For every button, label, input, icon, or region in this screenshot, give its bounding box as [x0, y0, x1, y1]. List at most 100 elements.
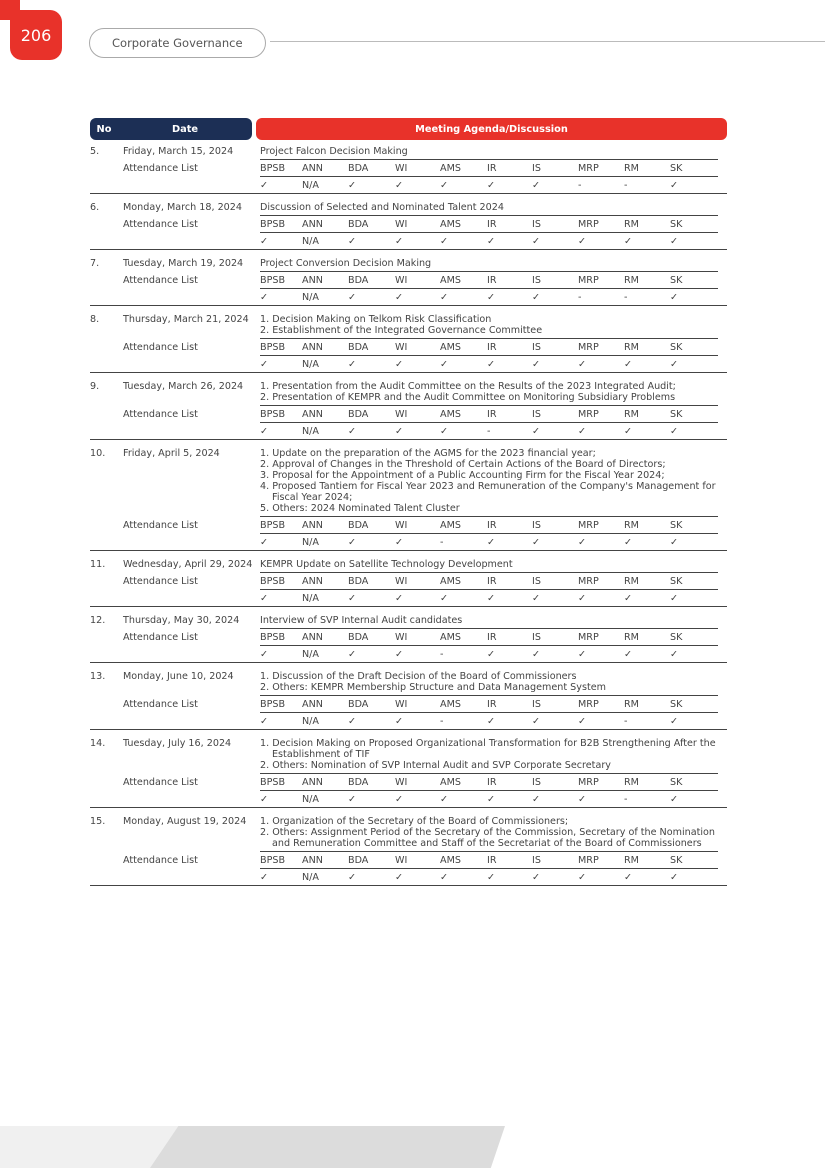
meeting-row: 14. Tuesday, July 16, 2024 1. Decision Mak…: [90, 736, 727, 808]
member-code: IR: [487, 576, 497, 587]
meeting-table: No Date Meeting Agenda/Discussion 5. Frid…: [90, 118, 727, 892]
attendance-mark: ✓: [670, 426, 679, 437]
attendance-label: Attendance List: [123, 576, 198, 587]
member-code: MRP: [578, 777, 599, 788]
attendance-mark: ✓: [670, 180, 679, 191]
agenda-item: 2. Presentation of KEMPR and the Audit C…: [260, 392, 676, 403]
member-code: IS: [532, 409, 541, 420]
attendance-mark: ✓: [487, 292, 496, 303]
member-code: ANN: [302, 632, 323, 643]
agenda-item: 5. Others: 2024 Nominated Talent Cluster: [260, 503, 460, 514]
attendance-mark: ✓: [440, 236, 449, 247]
member-code: IR: [487, 275, 497, 286]
meeting-date: Tuesday, July 16, 2024: [123, 738, 232, 749]
member-code: RM: [624, 219, 639, 230]
member-code: MRP: [578, 163, 599, 174]
member-code: AMS: [440, 163, 461, 174]
attendance-mark: -: [624, 716, 628, 727]
meeting-row: 8. Thursday, March 21, 2024 1. Decision Ma…: [90, 312, 727, 373]
agenda-row: 14. Tuesday, July 16, 2024 1. Decision Mak…: [90, 736, 727, 774]
member-code: BDA: [348, 342, 369, 353]
marks-row: ✓ N/A ✓ ✓ ✓ ✓ ✓ ✓ ✓ ✓: [260, 869, 718, 885]
member-code: RM: [624, 855, 639, 866]
attendance-label: Attendance List: [123, 409, 198, 420]
attendance-mark: ✓: [348, 794, 357, 805]
agenda: 1. Organization of the Secretary of the …: [260, 814, 718, 852]
spacer: [90, 339, 123, 372]
agenda-item: 1. Organization of the Secretary of the …: [260, 816, 569, 827]
attendance: BPSB ANN BDA WI AMS IR IS MRP RM SK ✓ N/A ✓ ✓ ✓ - ✓ ✓ ✓ ✓: [260, 406, 718, 439]
attendance-mark: ✓: [532, 716, 541, 727]
attendance: BPSB ANN BDA WI AMS IR IS MRP RM SK ✓ N/A ✓ ✓ ✓ ✓ ✓ ✓ ✓ ✓: [260, 573, 718, 606]
agenda-item: 2. Others: Assignment Period of the Secr…: [260, 827, 715, 849]
member-code: WI: [395, 163, 408, 174]
attendance-mark: N/A: [302, 236, 319, 247]
row-number: 5.: [90, 146, 100, 157]
member-code: ANN: [302, 163, 323, 174]
agenda-item: Project Falcon Decision Making: [260, 146, 408, 157]
member-code: MRP: [578, 632, 599, 643]
member-code: BPSB: [260, 409, 286, 420]
table-header: No Date Meeting Agenda/Discussion: [90, 118, 727, 140]
attendance: BPSB ANN BDA WI AMS IR IS MRP RM SK ✓ N/A ✓ ✓ ✓ ✓ ✓ ✓ ✓ ✓: [260, 339, 718, 372]
attendance-mark: ✓: [578, 794, 587, 805]
attendance-mark: ✓: [578, 426, 587, 437]
row-number: 13.: [90, 671, 106, 682]
member-code: AMS: [440, 275, 461, 286]
attendance-mark: ✓: [624, 537, 633, 548]
attendance-mark: ✓: [578, 236, 587, 247]
agenda-item: 1. Discussion of the Draft Decision of t…: [260, 671, 577, 682]
member-code: MRP: [578, 275, 599, 286]
member-code: BPSB: [260, 163, 286, 174]
members-row: BPSB ANN BDA WI AMS IR IS MRP RM SK: [260, 406, 718, 423]
attendance-mark: ✓: [578, 872, 587, 883]
member-code: RM: [624, 699, 639, 710]
meeting-date: Thursday, March 21, 2024: [123, 314, 249, 325]
member-code: WI: [395, 342, 408, 353]
marks-row: ✓ N/A ✓ ✓ ✓ ✓ ✓ - - ✓: [260, 177, 718, 193]
attendance-mark: ✓: [440, 426, 449, 437]
member-code: WI: [395, 699, 408, 710]
agenda: Project Falcon Decision Making: [260, 144, 718, 160]
member-code: IS: [532, 163, 541, 174]
member-code: MRP: [578, 855, 599, 866]
attendance-row: Attendance List BPSB ANN BDA WI AMS IR IS MRP RM S…: [90, 339, 727, 372]
meeting-date: Tuesday, March 26, 2024: [123, 381, 244, 392]
member-code: IS: [532, 855, 541, 866]
marks-row: ✓ N/A ✓ ✓ ✓ ✓ ✓ ✓ ✓ ✓: [260, 356, 718, 372]
attendance-label: Attendance List: [123, 632, 198, 643]
attendance-mark: ✓: [624, 426, 633, 437]
member-code: SK: [670, 219, 683, 230]
agenda: 1. Update on the preparation of the AGMS…: [260, 446, 718, 517]
attendance-mark: ✓: [532, 426, 541, 437]
marks-row: ✓ N/A ✓ ✓ - ✓ ✓ ✓ - ✓: [260, 713, 718, 729]
member-code: RM: [624, 342, 639, 353]
member-code: WI: [395, 520, 408, 531]
attendance-mark: ✓: [670, 649, 679, 660]
attendance-mark: ✓: [440, 359, 449, 370]
attendance: BPSB ANN BDA WI AMS IR IS MRP RM SK ✓ N/A ✓ ✓ ✓ ✓ ✓ - - ✓: [260, 272, 718, 305]
member-code: AMS: [440, 342, 461, 353]
member-code: IR: [487, 632, 497, 643]
attendance: BPSB ANN BDA WI AMS IR IS MRP RM SK ✓ N/A ✓ ✓ ✓ ✓ ✓ - - ✓: [260, 160, 718, 193]
attendance-row: Attendance List BPSB ANN BDA WI AMS IR IS MRP RM S…: [90, 774, 727, 807]
attendance-mark: ✓: [395, 236, 404, 247]
member-code: ANN: [302, 275, 323, 286]
member-code: AMS: [440, 520, 461, 531]
attendance-mark: -: [624, 292, 628, 303]
attendance-row: Attendance List BPSB ANN BDA WI AMS IR IS MRP RM S…: [90, 160, 727, 193]
attendance-mark: ✓: [578, 537, 587, 548]
attendance-mark: ✓: [532, 872, 541, 883]
attendance-mark: ✓: [348, 872, 357, 883]
attendance-mark: N/A: [302, 593, 319, 604]
attendance-mark: ✓: [260, 359, 269, 370]
agenda-item: 2. Others: Nomination of SVP Internal Au…: [260, 760, 611, 771]
member-code: BPSB: [260, 275, 286, 286]
member-code: AMS: [440, 855, 461, 866]
agenda-row: 10. Friday, April 5, 2024 1. Update on the…: [90, 446, 727, 517]
member-code: RM: [624, 576, 639, 587]
member-code: IR: [487, 409, 497, 420]
attendance-mark: ✓: [348, 537, 357, 548]
member-code: BDA: [348, 855, 369, 866]
